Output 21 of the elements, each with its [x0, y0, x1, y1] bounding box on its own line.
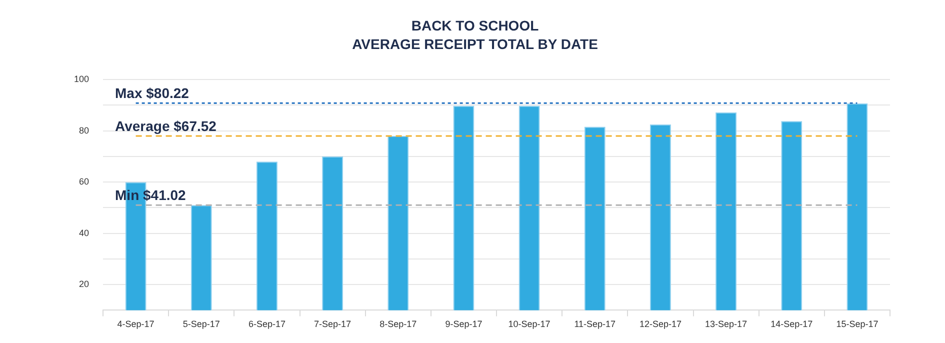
chart-subtitle: AVERAGE RECEIPT TOTAL BY DATE [352, 36, 598, 52]
chart-title: BACK TO SCHOOL [411, 17, 540, 34]
x-tick-label: 6-Sep-17 [248, 319, 286, 330]
x-tick-label: 15-Sep-17 [836, 319, 878, 330]
x-tick-label: 5-Sep-17 [182, 319, 220, 330]
ref-line-label: Average $67.52 [115, 118, 217, 134]
x-tick-label: 14-Sep-17 [770, 319, 813, 330]
x-tick-label: 13-Sep-17 [705, 319, 748, 330]
y-tick-label: 100 [74, 74, 90, 84]
x-tick-label: 8-Sep-17 [380, 319, 417, 330]
y-tick-label: 80 [79, 125, 90, 136]
y-tick-label: 60 [79, 176, 90, 187]
ref-line-label: Max $80.22 [115, 85, 190, 102]
x-tick-label: 11-Sep-17 [574, 319, 616, 330]
x-tick-label: 4-Sep-17 [117, 319, 154, 330]
x-tick-label: 9-Sep-17 [445, 319, 482, 330]
y-tick-label: 40 [79, 228, 90, 238]
x-tick-label: 10-Sep-17 [508, 319, 550, 330]
y-tick-label: 20 [79, 279, 90, 290]
x-tick-label: 12-Sep-17 [639, 319, 682, 330]
x-tick-label: 7-Sep-17 [314, 319, 352, 330]
